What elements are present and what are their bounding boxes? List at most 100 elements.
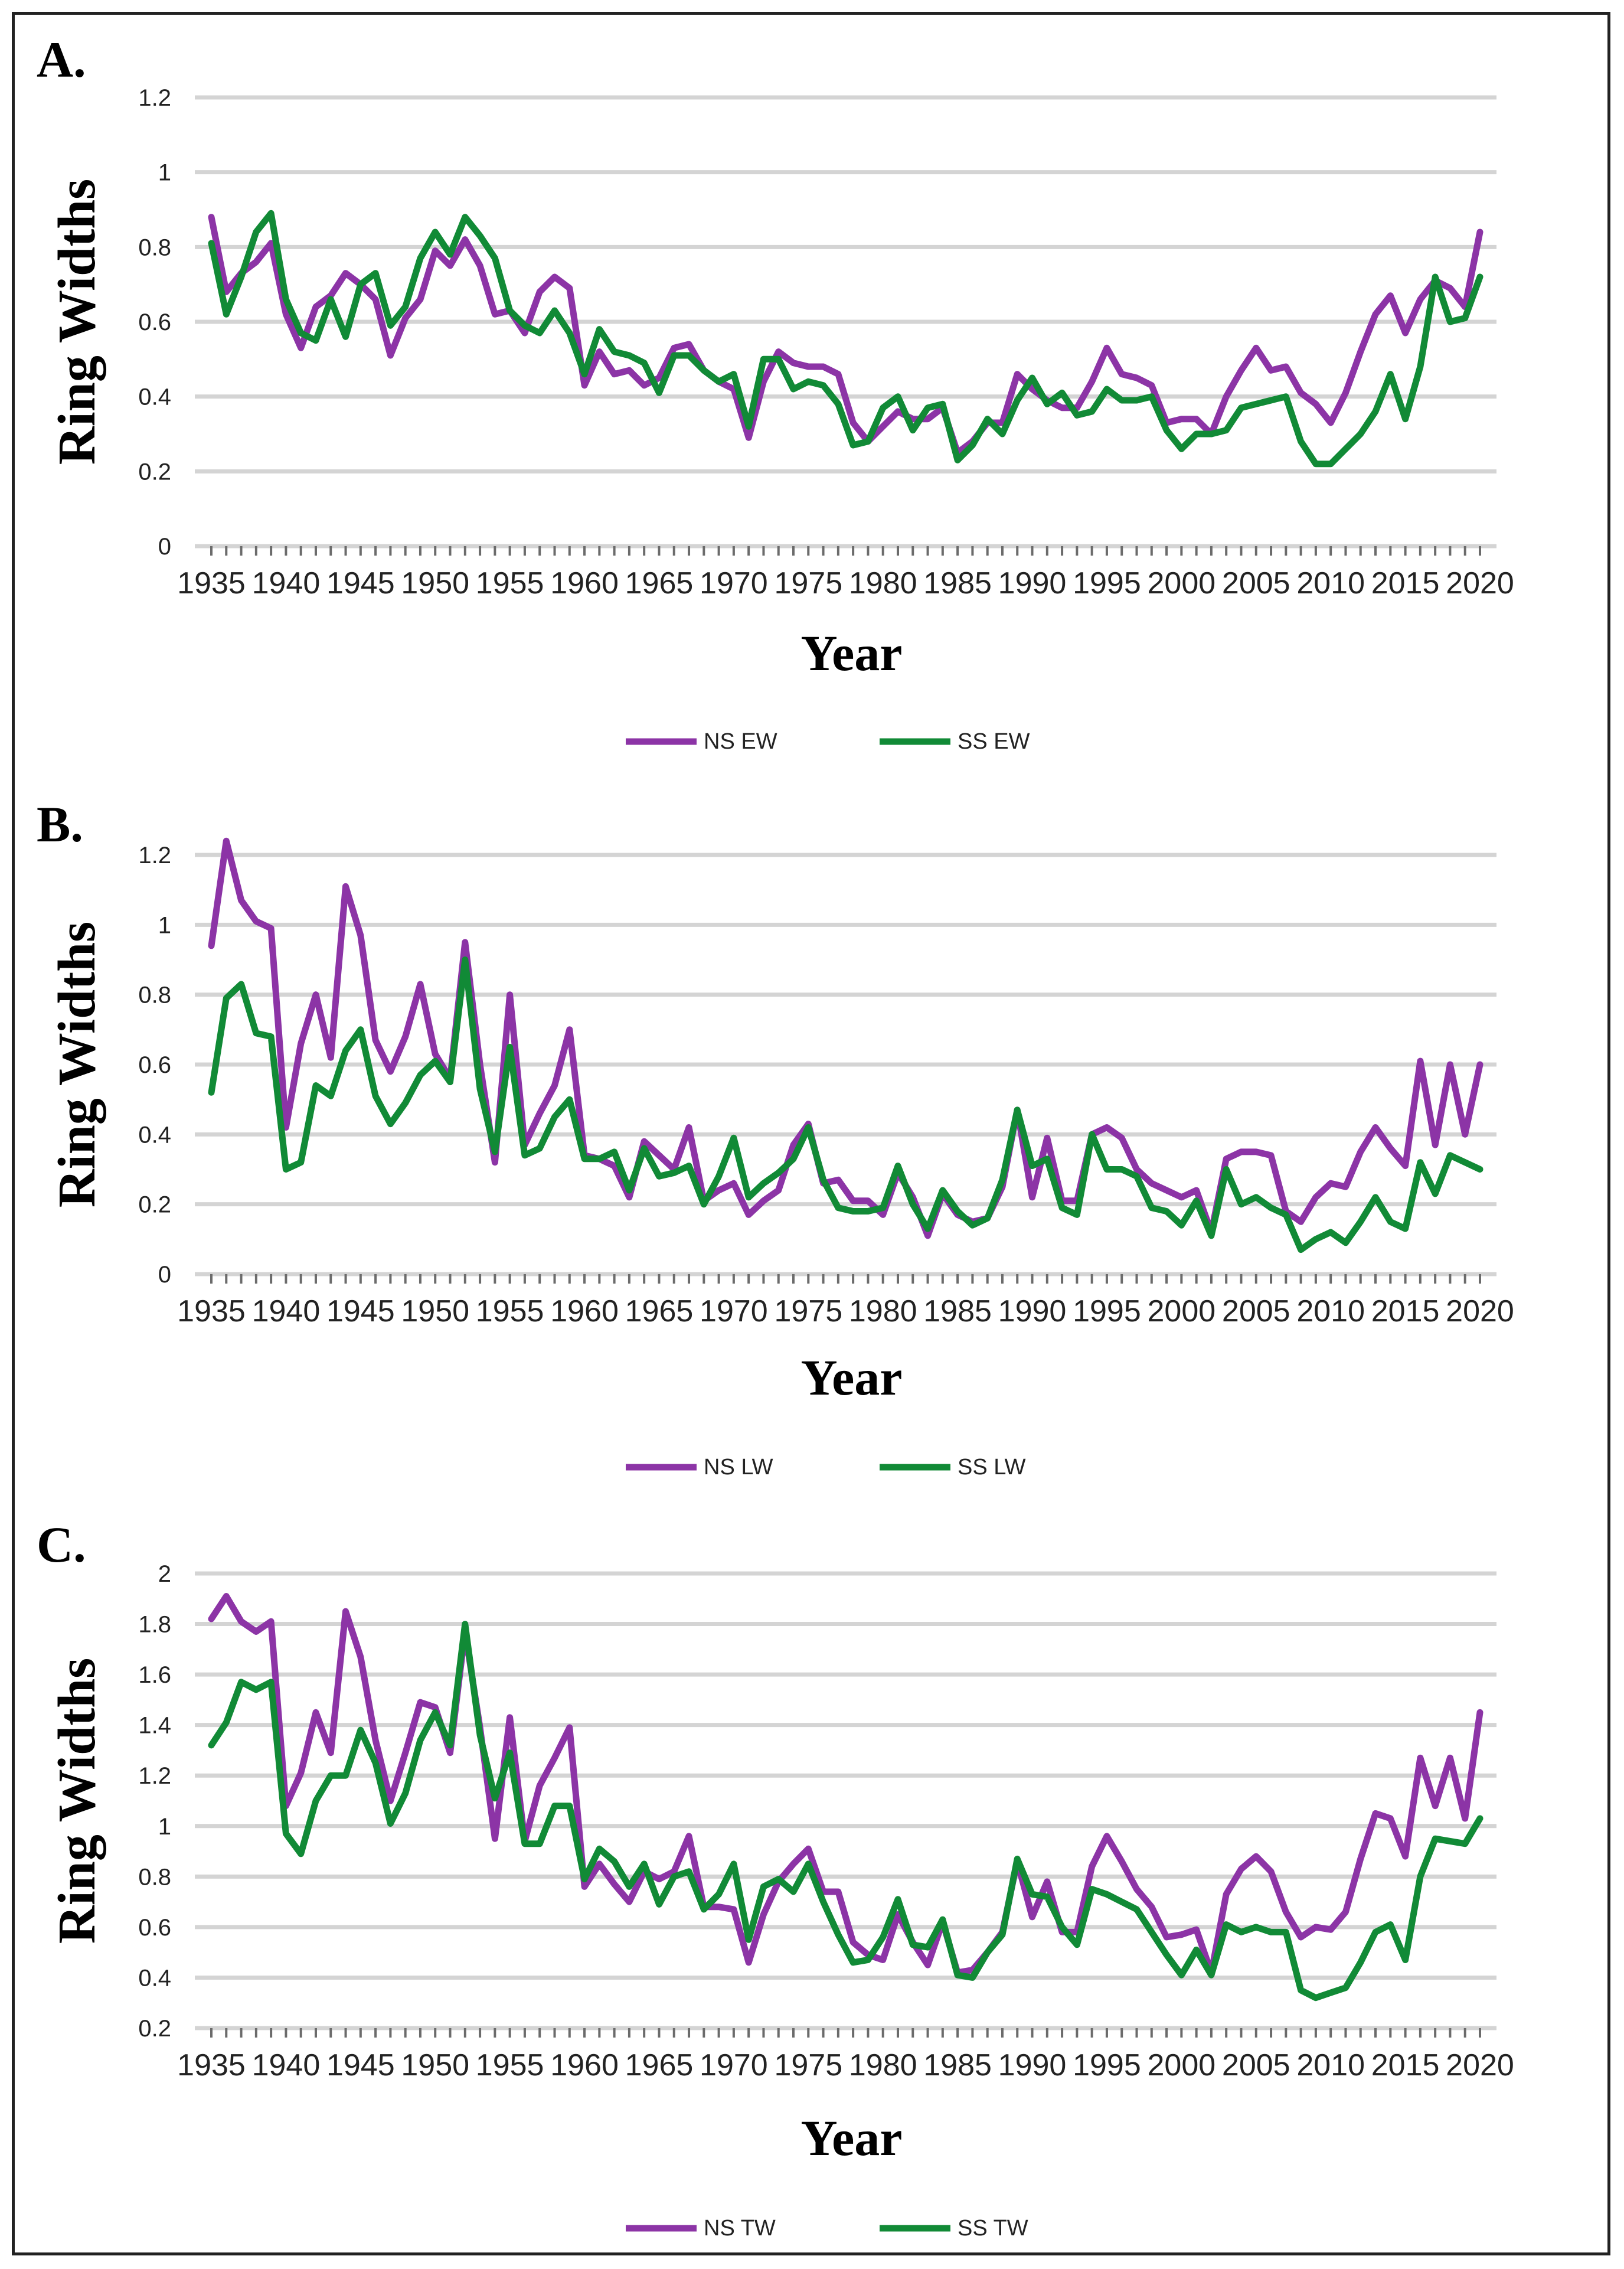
legend: NS TW SS TW (626, 2216, 1028, 2241)
panel-label: C. (37, 1516, 86, 1573)
x-tick-label: 1990 (998, 1294, 1067, 1328)
y-axis-label: Ring Widths (48, 922, 106, 1207)
x-tick-label: 1975 (774, 1294, 842, 1328)
legend: NS EW SS EW (626, 729, 1030, 754)
y-tick-label: 0 (158, 534, 171, 560)
chart-panel-c: C. 0.2 0.4 0.6 0.8 1 1.2 1.4 1.6 1.8 2 1935 1940 1945… (37, 1516, 1514, 2241)
panel-label: A. (37, 31, 86, 88)
y-tick-label: 0.8 (138, 982, 171, 1008)
x-tick-label: 1985 (923, 2048, 992, 2082)
x-tick-label: 1960 (550, 2048, 619, 2082)
y-tick-label: 0.8 (138, 234, 171, 260)
x-axis-label: Year (801, 2110, 903, 2166)
legend: NS LW SS LW (626, 1455, 1026, 1480)
x-tick-label: 1980 (849, 566, 917, 600)
y-tick-label: 0 (158, 1262, 171, 1288)
y-tick-label: 0.2 (138, 1192, 171, 1218)
x-tick-label: 1990 (998, 566, 1067, 600)
y-tick-label: 1.4 (138, 1713, 171, 1739)
x-tick-label: 1940 (252, 1294, 321, 1328)
y-tick-label: 0.2 (138, 459, 171, 485)
x-tick-label: 1945 (326, 1294, 395, 1328)
x-tick-label: 2015 (1371, 2048, 1440, 2082)
y-tick-label: 0.4 (138, 1965, 171, 1991)
y-tick-label: 1.2 (138, 843, 171, 869)
x-tick-label: 2010 (1296, 1294, 1365, 1328)
series-line-ns-ew (208, 214, 1484, 456)
x-tick-label: 1940 (252, 566, 321, 600)
x-tick-label: 1950 (401, 1294, 469, 1328)
x-tick-label: 1965 (625, 1294, 694, 1328)
x-tick-label: 1960 (550, 1294, 619, 1328)
y-tick-label: 1.2 (138, 85, 171, 111)
y-tick-label: 0.8 (138, 1864, 171, 1890)
y-tick-label: 1 (158, 160, 171, 186)
y-tick-label: 0.6 (138, 309, 171, 335)
x-tick-label: 2020 (1446, 1294, 1514, 1328)
x-tick-label: 1950 (401, 2048, 469, 2082)
x-tick-label: 2005 (1222, 566, 1290, 600)
x-tick-label: 1965 (625, 2048, 694, 2082)
x-tick-label: 1995 (1073, 2048, 1141, 2082)
y-tick-label: 1.8 (138, 1612, 171, 1638)
series-line-ns-lw (208, 837, 1484, 1239)
x-tick-label: 1970 (700, 2048, 768, 2082)
x-tick-label: 1950 (401, 566, 469, 600)
x-tick-label: 1955 (476, 2048, 544, 2082)
legend-label: SS LW (958, 1455, 1026, 1480)
x-tick-label: 2010 (1296, 566, 1365, 600)
x-tick-label: 1975 (774, 566, 842, 600)
y-tick-label: 1.2 (138, 1763, 171, 1789)
legend-label: SS EW (958, 729, 1030, 754)
x-tick-label: 1945 (326, 2048, 395, 2082)
x-tick-label: 1980 (849, 1294, 917, 1328)
y-tick-label: 0.4 (138, 384, 171, 410)
y-tick-label: 0.6 (138, 1915, 171, 1941)
x-axis-label: Year (801, 625, 903, 681)
x-tick-label: 2005 (1222, 1294, 1290, 1328)
y-tick-label: 1.6 (138, 1662, 171, 1688)
series-line-ns-tw (208, 1593, 1484, 1976)
y-tick-label: 1 (158, 1814, 171, 1840)
x-tick-label: 1995 (1073, 566, 1141, 600)
x-tick-label: 1955 (476, 566, 544, 600)
legend-label: NS LW (704, 1455, 773, 1480)
x-tick-label: 2000 (1148, 1294, 1216, 1328)
y-tick-label: 0.2 (138, 2016, 171, 2042)
x-tick-label: 1940 (252, 2048, 321, 2082)
x-tick-label: 1955 (476, 1294, 544, 1328)
x-tick-label: 1970 (700, 566, 768, 600)
legend-label: NS EW (704, 729, 777, 754)
x-tick-label: 1975 (774, 2048, 842, 2082)
y-tick-label: 2 (158, 1561, 171, 1587)
x-tick-label: 2020 (1446, 2048, 1514, 2082)
x-tick-label: 2015 (1371, 1294, 1440, 1328)
x-tick-label: 1990 (998, 2048, 1067, 2082)
x-tick-label: 1965 (625, 566, 694, 600)
x-tick-label: 2015 (1371, 566, 1440, 600)
x-axis-label: Year (801, 1349, 903, 1406)
y-axis-label: Ring Widths (48, 1658, 106, 1944)
x-tick-label: 2005 (1222, 2048, 1290, 2082)
x-tick-label: 1945 (326, 566, 395, 600)
y-tick-label: 1 (158, 912, 171, 938)
panel-label: B. (37, 796, 83, 853)
x-tick-label: 2020 (1446, 566, 1514, 600)
series-line-ss-lw (208, 956, 1484, 1253)
x-tick-label: 1935 (177, 2048, 246, 2082)
x-tick-label: 1960 (550, 566, 619, 600)
x-tick-label: 2000 (1148, 2048, 1216, 2082)
y-axis-label: Ring Widths (48, 179, 106, 465)
x-tick-label: 1935 (177, 1294, 246, 1328)
legend-label: SS TW (958, 2216, 1028, 2241)
legend-label: NS TW (704, 2216, 776, 2241)
x-tick-label: 1985 (923, 566, 992, 600)
y-tick-label: 0.4 (138, 1122, 171, 1148)
x-tick-label: 1935 (177, 566, 246, 600)
series-line-ss-tw (208, 1621, 1484, 2002)
x-tick-label: 1995 (1073, 1294, 1141, 1328)
x-tick-label: 1985 (923, 1294, 992, 1328)
